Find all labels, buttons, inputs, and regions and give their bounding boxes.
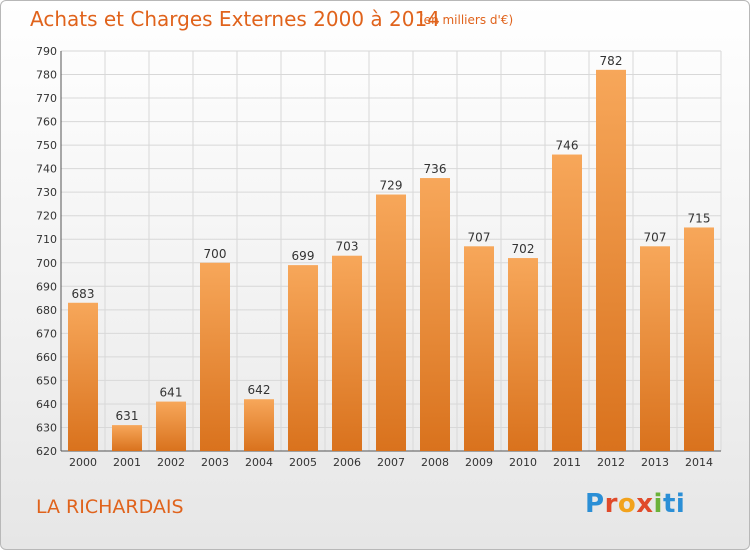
bar-value-label: 746 bbox=[556, 139, 579, 153]
bar-value-label: 631 bbox=[116, 409, 139, 423]
place-name: LA RICHARDAIS bbox=[36, 496, 184, 518]
x-tick-label: 2005 bbox=[289, 456, 317, 469]
y-tick-label: 750 bbox=[36, 139, 57, 152]
bar bbox=[112, 425, 142, 451]
labels: 620 630 640 650 660 670 680 690 700 710 720 730 740 7… bbox=[36, 45, 713, 469]
y-tick-label: 670 bbox=[36, 327, 57, 340]
bar bbox=[376, 194, 406, 451]
y-tick-label: 720 bbox=[36, 210, 57, 223]
bar bbox=[464, 246, 494, 451]
y-tick-label: 620 bbox=[36, 445, 57, 458]
x-tick-label: 2013 bbox=[641, 456, 669, 469]
bar-value-label: 702 bbox=[512, 242, 535, 256]
y-tick-label: 660 bbox=[36, 351, 57, 364]
bar bbox=[596, 69, 626, 451]
bar-value-label: 683 bbox=[72, 287, 95, 301]
bar-value-label: 699 bbox=[292, 249, 315, 263]
bar-value-label: 707 bbox=[468, 230, 491, 244]
bar bbox=[244, 399, 274, 451]
bar-value-label: 707 bbox=[644, 230, 667, 244]
x-tick-label: 2009 bbox=[465, 456, 493, 469]
y-tick-label: 760 bbox=[36, 116, 57, 129]
y-tick-label: 710 bbox=[36, 233, 57, 246]
y-tick-label: 740 bbox=[36, 163, 57, 176]
x-tick-label: 2007 bbox=[377, 456, 405, 469]
x-tick-label: 2003 bbox=[201, 456, 229, 469]
bars bbox=[68, 69, 714, 451]
x-tick-label: 2014 bbox=[685, 456, 713, 469]
logo-letter: P bbox=[585, 489, 605, 519]
x-tick-label: 2001 bbox=[113, 456, 141, 469]
bar-value-label: 700 bbox=[204, 247, 227, 261]
bar bbox=[332, 255, 362, 451]
logo-letter: x bbox=[636, 489, 654, 519]
x-tick-label: 2006 bbox=[333, 456, 361, 469]
bar-value-label: 736 bbox=[424, 162, 447, 176]
chart-title: Achats et Charges Externes 2000 à 2014 bbox=[30, 7, 440, 31]
y-tick-label: 630 bbox=[36, 421, 57, 434]
bar-value-label: 642 bbox=[248, 383, 271, 397]
bar-value-label: 729 bbox=[380, 179, 403, 193]
logo-letter: r bbox=[604, 489, 618, 519]
x-tick-label: 2000 bbox=[69, 456, 97, 469]
y-tick-label: 780 bbox=[36, 69, 57, 82]
bar bbox=[420, 178, 450, 451]
logo-letter: ti bbox=[662, 489, 686, 519]
bar bbox=[684, 227, 714, 451]
y-tick-label: 640 bbox=[36, 398, 57, 411]
chart-subtitle: (en milliers d'€) bbox=[419, 13, 514, 27]
bar bbox=[288, 265, 318, 451]
bar-value-label: 715 bbox=[688, 211, 711, 225]
bar bbox=[640, 246, 670, 451]
bar bbox=[552, 154, 582, 451]
y-tick-label: 680 bbox=[36, 304, 57, 317]
y-tick-label: 790 bbox=[36, 45, 57, 58]
bar bbox=[508, 258, 538, 451]
y-tick-label: 700 bbox=[36, 257, 57, 270]
bar bbox=[156, 401, 186, 451]
proxiti-logo: Proxiti bbox=[585, 489, 685, 519]
bar-value-label: 641 bbox=[160, 386, 183, 400]
logo-letter: i bbox=[653, 489, 663, 519]
bar-value-label: 703 bbox=[336, 240, 359, 254]
y-tick-label: 770 bbox=[36, 92, 57, 105]
logo-letter: o bbox=[617, 489, 637, 519]
bar-value-label: 782 bbox=[600, 54, 623, 68]
x-tick-label: 2011 bbox=[553, 456, 581, 469]
x-tick-label: 2010 bbox=[509, 456, 537, 469]
bar bbox=[68, 302, 98, 451]
y-tick-label: 730 bbox=[36, 186, 57, 199]
bar bbox=[200, 262, 230, 451]
x-tick-label: 2002 bbox=[157, 456, 185, 469]
y-tick-label: 690 bbox=[36, 280, 57, 293]
y-tick-label: 650 bbox=[36, 374, 57, 387]
x-tick-label: 2012 bbox=[597, 456, 625, 469]
x-tick-label: 2004 bbox=[245, 456, 273, 469]
x-tick-label: 2008 bbox=[421, 456, 449, 469]
